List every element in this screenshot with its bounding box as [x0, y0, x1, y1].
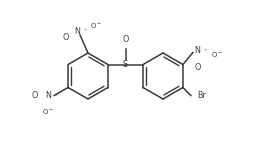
- Text: $^+$: $^+$: [83, 28, 89, 33]
- Text: $^+$: $^+$: [203, 48, 209, 53]
- Text: O: O: [32, 91, 38, 100]
- Text: O: O: [122, 35, 129, 44]
- Text: Br: Br: [197, 91, 206, 100]
- Text: O$^-$: O$^-$: [42, 108, 54, 117]
- Text: $^+$: $^+$: [54, 93, 60, 98]
- Text: O$^-$: O$^-$: [90, 20, 102, 29]
- Text: S: S: [123, 60, 128, 69]
- Text: N: N: [45, 91, 51, 100]
- Text: N: N: [74, 26, 80, 35]
- Text: O: O: [63, 32, 69, 41]
- Text: O$^-$: O$^-$: [211, 50, 223, 59]
- Text: O: O: [195, 63, 201, 73]
- Text: N: N: [194, 46, 200, 55]
